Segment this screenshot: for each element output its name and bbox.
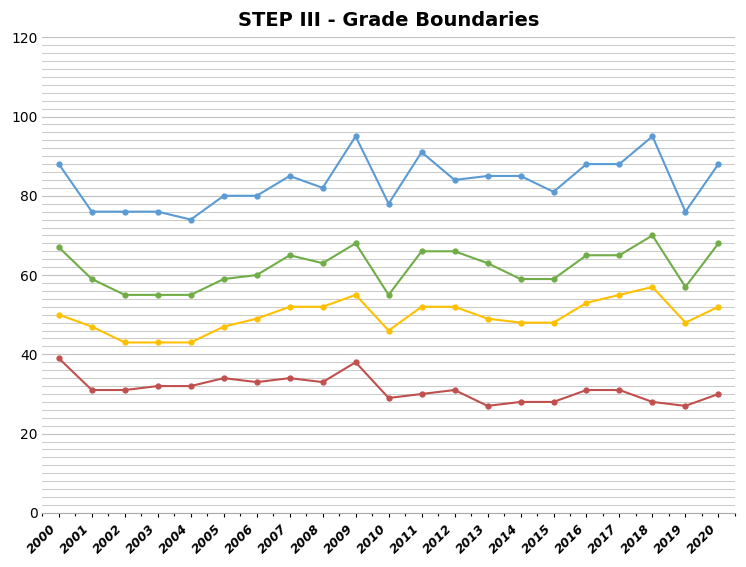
Title: STEP III - Grade Boundaries: STEP III - Grade Boundaries <box>238 11 539 30</box>
